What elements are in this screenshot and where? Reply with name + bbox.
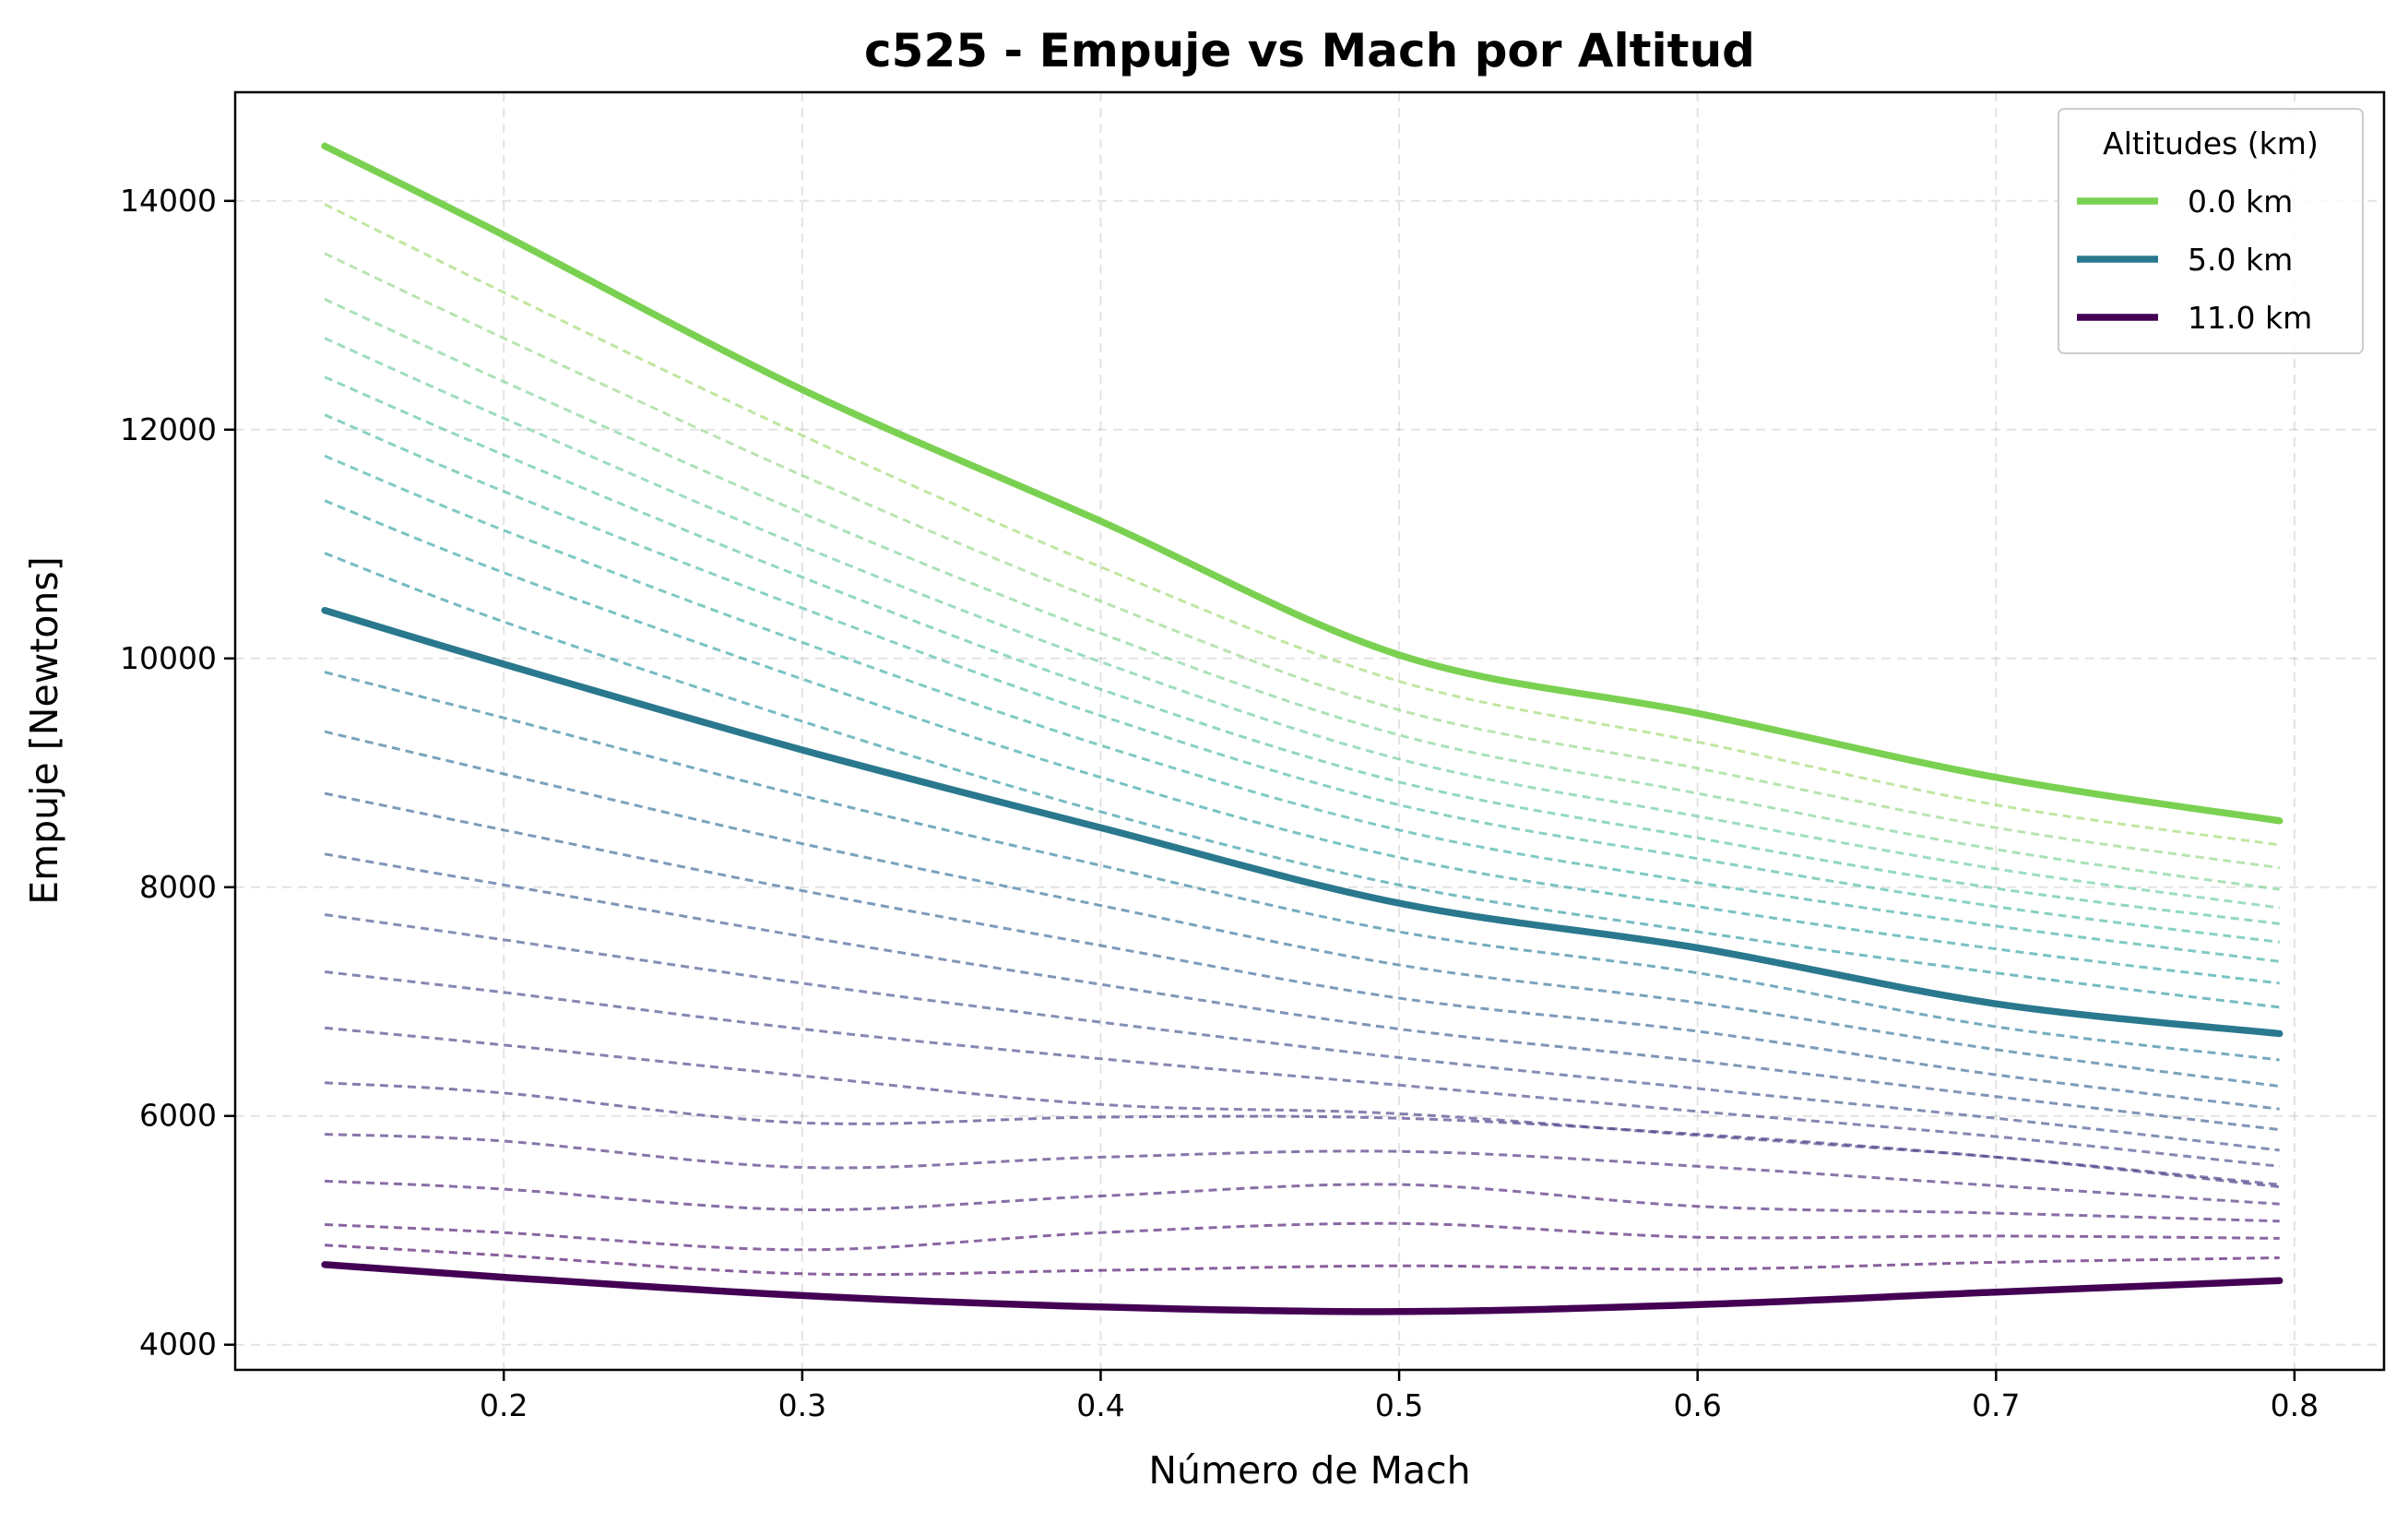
series-line-dashed (324, 852, 2280, 1132)
legend-title: Altitudes (km) (2103, 125, 2319, 161)
series-line-dashed (324, 499, 2280, 985)
series-line-0-0-km (321, 142, 2283, 825)
x-tick-label: 0.4 (1076, 1387, 1124, 1423)
series-line-dashed (324, 913, 2280, 1152)
series-line-dashed (324, 730, 2280, 1088)
legend-entry-label: 11.0 km (2188, 300, 2312, 336)
legend-box (2058, 108, 2364, 354)
y-tick-label: 8000 (139, 869, 217, 905)
legend-entries: 0.0 km 5.0 km 11.0 km (2077, 184, 2312, 336)
x-tick-label: 0.5 (1375, 1387, 1423, 1423)
y-tick-label: 14000 (120, 183, 217, 219)
x-axis-label: Número de Mach (1148, 1448, 1470, 1493)
x-tick-label: 0.3 (778, 1387, 826, 1423)
x-tick-label: 0.6 (1673, 1387, 1721, 1423)
y-axis-label: Empuje [Newtons] (22, 556, 66, 904)
series-line-dashed (324, 252, 2280, 870)
y-tick-label: 4000 (139, 1327, 217, 1362)
series-lines (321, 142, 2283, 1315)
series-line-dashed (324, 970, 2280, 1168)
x-tick-label: 0.8 (2271, 1387, 2319, 1423)
series-line-dashed (324, 671, 2280, 1062)
series-line-dashed (324, 552, 2280, 1009)
y-tick-label: 10000 (120, 640, 217, 676)
x-tick-label: 0.7 (1972, 1387, 2020, 1423)
series-line-dashed (324, 791, 2280, 1111)
series-line-dashed (324, 298, 2280, 891)
axis-ticks: 0.2 0.3 0.4 0.5 0.6 0.7 0.8 4000 6000 8000 10000 12… (120, 183, 2319, 1423)
series-line-dashed (325, 1221, 2280, 1252)
legend-entry-label: 0.0 km (2188, 184, 2293, 220)
series-line-11-0-km (321, 1261, 2283, 1315)
series-line-dashed (324, 454, 2280, 963)
legend: Altitudes (km) 0.0 km 5.0 km 11.0 km (2058, 108, 2364, 354)
series-line-dashed (325, 1133, 2280, 1206)
plot-area-frame (233, 90, 2386, 1372)
series-line-dashed (324, 375, 2280, 925)
series-line-dashed (324, 413, 2280, 944)
series-line-5-0-km (321, 606, 2283, 1038)
series-line-dashed (325, 1081, 2280, 1189)
series-line-dashed (325, 1179, 2280, 1223)
series-line-dashed (324, 337, 2280, 910)
chart-title: c525 - Empuje vs Mach por Altitud (864, 24, 1755, 77)
legend-entry-label: 5.0 km (2188, 242, 2293, 278)
series-line-dashed (324, 203, 2280, 847)
x-tick-label: 0.2 (480, 1387, 528, 1423)
y-tick-label: 12000 (120, 411, 217, 447)
y-tick-label: 6000 (139, 1098, 217, 1134)
